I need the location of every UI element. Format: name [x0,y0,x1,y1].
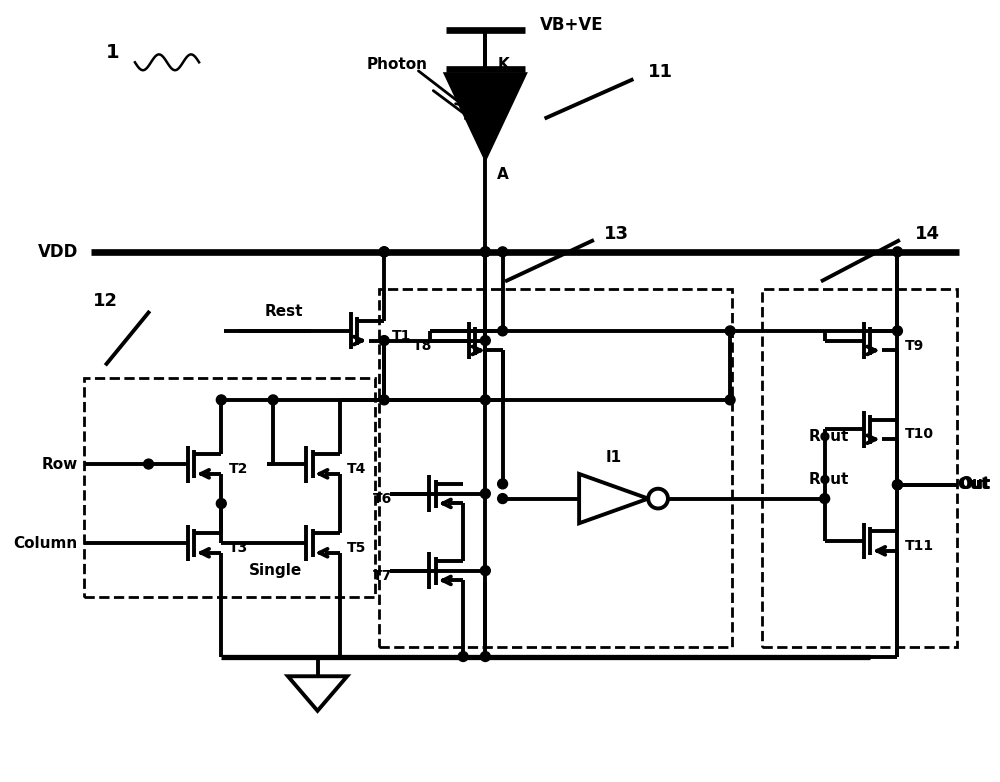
Text: Row: Row [41,457,78,472]
Text: 11: 11 [648,63,673,81]
Circle shape [379,335,389,346]
Circle shape [893,247,902,256]
Bar [762,289,957,647]
Circle shape [480,335,490,346]
Text: VDD: VDD [38,243,79,261]
Text: T6: T6 [373,492,393,506]
Circle shape [480,565,490,576]
Circle shape [498,247,508,256]
Polygon shape [446,74,525,158]
Text: T4: T4 [347,462,367,476]
Text: 14: 14 [915,225,940,243]
Text: Rout: Rout [809,472,849,487]
Circle shape [480,395,490,405]
Text: T10: T10 [905,428,934,441]
Circle shape [379,247,389,256]
Text: Rout: Rout [809,429,849,444]
Circle shape [498,326,508,335]
Circle shape [458,651,468,662]
Circle shape [725,395,735,405]
Circle shape [498,479,508,489]
Circle shape [893,480,902,490]
Circle shape [216,395,226,405]
Text: Out: Out [957,477,988,493]
Polygon shape [579,474,648,523]
Text: T2: T2 [229,462,248,476]
Circle shape [498,493,508,504]
Circle shape [893,326,902,335]
Text: 13: 13 [604,225,629,243]
Text: T1: T1 [392,328,411,343]
Circle shape [480,489,490,499]
Text: 12: 12 [92,292,117,310]
Text: K: K [497,57,509,72]
Circle shape [820,493,830,504]
Circle shape [480,247,490,256]
Bar [84,378,375,597]
Text: T5: T5 [347,541,367,555]
Text: T11: T11 [905,539,934,553]
Text: T9: T9 [905,339,924,353]
Text: Single: Single [248,563,302,578]
Circle shape [480,247,490,256]
Text: Out: Out [959,477,990,493]
Polygon shape [288,676,347,711]
Text: T3: T3 [229,541,248,555]
Text: Photon: Photon [367,57,428,72]
Circle shape [144,459,153,469]
Circle shape [379,247,389,256]
Text: Rest: Rest [264,303,303,318]
Circle shape [268,395,278,405]
Text: A: A [497,167,509,182]
Text: I1: I1 [606,450,622,465]
Text: VB+VE: VB+VE [540,16,603,34]
Circle shape [893,480,902,490]
Circle shape [379,395,389,405]
Circle shape [725,326,735,335]
Text: 1: 1 [105,43,119,62]
Circle shape [480,651,490,662]
Circle shape [216,499,226,508]
Text: Out: Out [959,476,990,491]
Text: Column: Column [13,536,78,551]
Text: T8: T8 [413,339,432,353]
Bar [379,289,732,647]
Circle shape [648,489,668,508]
Text: T7: T7 [373,569,393,583]
